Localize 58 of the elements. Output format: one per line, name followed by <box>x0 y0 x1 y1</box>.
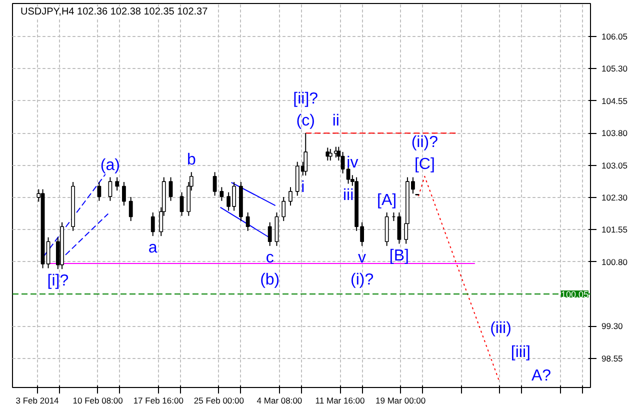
candlestick <box>304 132 308 176</box>
annotation: (a) <box>100 156 120 174</box>
annotation: [ii]? <box>293 90 318 108</box>
candlestick <box>246 212 250 232</box>
candlestick <box>150 212 155 237</box>
candlestick <box>115 176 120 192</box>
candlestick <box>128 196 133 222</box>
annotation: (iii) <box>490 320 512 338</box>
annotation: b <box>186 152 196 169</box>
y-tick-label: 101.55 <box>602 224 628 235</box>
annotation: (b) <box>260 271 280 288</box>
candlestick <box>97 181 102 202</box>
candlestick <box>282 196 286 222</box>
annotation: [B] <box>389 247 409 264</box>
x-tick-label: 3 Feb 2014 <box>16 396 60 406</box>
annotation: (c) <box>296 112 315 130</box>
y-tick-label: 105.30 <box>602 64 628 74</box>
annotation: i <box>301 179 305 196</box>
candlestick <box>168 176 173 202</box>
candlestick <box>268 222 272 246</box>
y-tick-label: 100.80 <box>602 256 628 267</box>
x-tick-label: 17 Feb 16:00 <box>133 396 184 406</box>
chart-title: USDJPY,H4 102.36 102.38 102.35 102.37 <box>20 6 208 18</box>
ref-line-label: 100.05 <box>560 289 589 300</box>
y-tick-label: 103.80 <box>602 128 628 138</box>
annotation: (i)? <box>350 271 374 288</box>
annotation: [i]? <box>47 272 69 290</box>
annotation: [A] <box>377 192 397 209</box>
candlestick <box>288 186 292 206</box>
candlestick <box>340 151 345 174</box>
y-tick-label: 99.30 <box>602 321 624 332</box>
candlestick <box>397 212 402 244</box>
annotation: [iii] <box>510 344 530 361</box>
x-tick-label: 19 Mar 00:00 <box>376 396 426 406</box>
x-tick-label: 10 Feb 08:00 <box>72 396 124 406</box>
x-tick-label: 4 Mar 08:00 <box>256 396 302 406</box>
y-tick-label: 103.05 <box>602 160 628 170</box>
candlestick <box>212 172 217 196</box>
annotation: [C] <box>414 156 435 173</box>
annotation: v <box>358 249 366 266</box>
annotation: c <box>266 249 274 266</box>
candlestick <box>122 181 126 206</box>
y-tick-label: 106.05 <box>602 32 628 42</box>
y-tick-label: 104.55 <box>602 96 628 106</box>
y-tick-label: 98.55 <box>602 353 624 364</box>
annotation: iv <box>346 154 358 172</box>
annotation: ii <box>332 112 340 130</box>
candlestick <box>46 236 50 269</box>
x-tick-label: 11 Mar 16:00 <box>315 396 366 406</box>
x-tick-label: 25 Feb 00:00 <box>194 396 244 406</box>
annotation: A? <box>531 367 552 384</box>
candlestick <box>220 186 224 202</box>
annotation: (ii)? <box>411 134 438 151</box>
annotation: a <box>148 240 158 257</box>
y-tick-label: 102.30 <box>602 192 628 202</box>
candlestick <box>108 176 112 202</box>
candlestick <box>180 192 184 216</box>
annotation: iii <box>342 187 354 204</box>
